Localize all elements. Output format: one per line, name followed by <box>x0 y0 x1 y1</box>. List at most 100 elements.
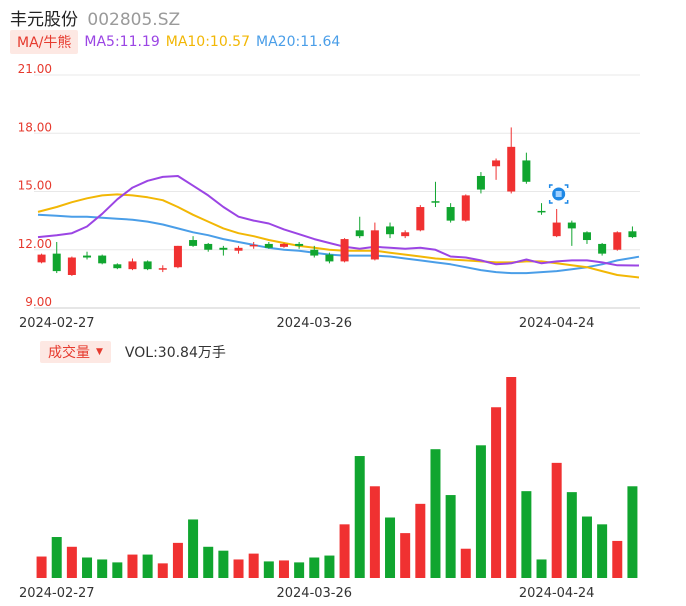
candle-body <box>143 261 152 270</box>
volume-bar <box>566 492 577 578</box>
candle-body <box>279 243 288 247</box>
marker-core <box>555 191 562 197</box>
candle-body <box>52 253 61 272</box>
volume-bar <box>51 537 62 578</box>
candle-body <box>461 195 470 221</box>
caret-down-icon: ▼ <box>96 347 103 357</box>
volume-bar <box>475 445 486 578</box>
candle <box>476 172 485 194</box>
candle <box>52 241 61 274</box>
candle <box>446 203 455 223</box>
ma-indicator-tab[interactable]: MA/牛熊 <box>10 30 79 54</box>
candle-body <box>113 264 122 269</box>
candle-body <box>264 243 273 248</box>
candle-body <box>37 254 46 263</box>
volume-bar <box>188 519 199 578</box>
volume-bar <box>536 559 547 578</box>
candle <box>628 226 637 239</box>
volume-bar <box>597 524 608 578</box>
candle-body <box>370 230 379 260</box>
candle <box>340 238 349 263</box>
candle-body <box>582 232 591 241</box>
candle <box>552 208 561 238</box>
candle-body <box>310 249 319 256</box>
candle <box>522 152 531 184</box>
candle <box>128 258 137 271</box>
candle <box>325 252 334 264</box>
candle <box>219 245 228 256</box>
candle-body <box>219 247 228 250</box>
candle-body <box>325 254 334 262</box>
candle-body <box>507 146 516 192</box>
marker-bracket <box>548 200 553 204</box>
ma-legend: MA/牛熊 MA5:11.19 MA10:10.57 MA20:11.64 <box>10 30 340 54</box>
volume-bar <box>112 562 123 578</box>
x-tick-label: 2024-03-26 <box>276 316 352 331</box>
candle-body <box>340 239 349 262</box>
volume-bar <box>294 562 305 578</box>
candle <box>370 222 379 261</box>
volume-bar <box>97 559 108 578</box>
candle <box>37 253 46 264</box>
price-x-axis: 2024-02-27 2024-03-26 2024-04-24 <box>19 316 595 331</box>
volume-bar <box>172 542 183 578</box>
candle <box>582 231 591 244</box>
candle <box>401 230 410 239</box>
ma10-line <box>37 193 640 279</box>
candle-body <box>446 207 455 221</box>
candle-body <box>386 226 395 235</box>
candle <box>98 254 107 265</box>
volume-bar <box>506 377 517 578</box>
volume-bar <box>66 546 77 578</box>
candle-body <box>355 230 364 237</box>
candle <box>173 245 182 269</box>
volume-bar <box>354 456 365 578</box>
candle <box>295 241 304 249</box>
candlestick-series <box>37 127 637 276</box>
volume-indicator-dropdown[interactable]: 成交量 ▼ <box>40 341 111 363</box>
volume-bar <box>233 559 244 578</box>
candle-body <box>204 243 213 250</box>
volume-bar <box>627 486 638 578</box>
marker-bracket <box>564 200 569 204</box>
candle-body <box>189 240 198 246</box>
y-tick-label: 18.00 <box>18 120 52 134</box>
volume-bar <box>445 495 456 578</box>
stock-name: 丰元股份 <box>10 10 78 30</box>
candle <box>613 231 622 251</box>
candle <box>279 242 288 248</box>
volume-bar <box>218 550 229 578</box>
candle-body <box>128 261 137 270</box>
x-tick-label: 2024-04-24 <box>519 586 595 601</box>
volume-value: VOL:30.84万手 <box>124 345 226 361</box>
x-tick-label: 2024-04-24 <box>519 316 595 331</box>
volume-bar <box>415 503 426 578</box>
candle-body <box>522 160 531 182</box>
candle <box>461 194 470 222</box>
volume-bar <box>248 553 259 578</box>
ma10-legend: MA10:10.57 <box>165 34 251 50</box>
volume-bar <box>551 462 562 578</box>
volume-bar <box>491 407 502 578</box>
volume-bar <box>309 557 320 578</box>
candle <box>67 256 76 276</box>
candle-body <box>98 255 107 264</box>
candle-body <box>567 222 576 229</box>
candle-body <box>401 232 410 237</box>
candle <box>492 158 501 180</box>
candle-body <box>416 207 425 231</box>
candle <box>204 242 213 252</box>
volume-bar <box>203 546 214 578</box>
candle <box>507 127 516 194</box>
candle <box>386 222 395 239</box>
volume-bar <box>460 548 471 578</box>
x-tick-label: 2024-02-27 <box>19 316 95 331</box>
volume-tab-label: 成交量 <box>48 345 90 361</box>
candle-body <box>83 255 92 258</box>
y-tick-label: 12.00 <box>18 237 52 251</box>
volume-bar <box>82 557 93 578</box>
x-tick-label: 2024-02-27 <box>19 586 95 601</box>
current-position-marker <box>548 184 569 204</box>
volume-bar <box>36 556 47 578</box>
